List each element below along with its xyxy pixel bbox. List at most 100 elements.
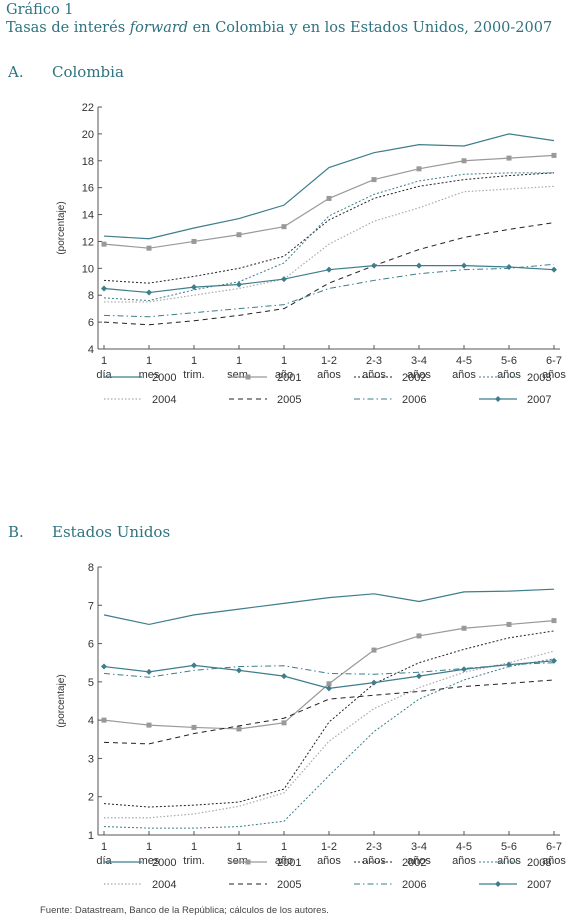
chart-0-point-2007 <box>551 266 557 273</box>
chart-0-y-tick-label: 8 <box>88 290 94 302</box>
source-note: Fuente: Datastream, Banco de la Repúblic… <box>40 905 329 916</box>
chart-0-point-2007 <box>416 262 422 269</box>
chart-1-legend-label: 2003 <box>527 857 551 869</box>
chart-0-x-tick-label: 4-5 <box>456 355 472 367</box>
chart-1-point-2007 <box>281 673 287 680</box>
chart-1-legend-marker <box>495 881 501 887</box>
chart-0-x-tick-label: 1 <box>191 355 197 367</box>
chart-1-series-2007 <box>101 657 557 692</box>
chart-0-series-line-2001 <box>103 154 555 249</box>
chart-0-legend-item-2002: 2002 <box>354 372 426 384</box>
chart-1-x-tick-label: 5-6 <box>501 841 517 853</box>
chart-0-legend-item-2000: 2000 <box>104 372 176 384</box>
chart-colombia: 4 6 8 10 12 14 16 18 20 22 (porcentaje) 1 día 1 mes 1 tr… <box>56 102 566 406</box>
chart-1-point-2001 <box>371 647 377 653</box>
chart-1-point-2007 <box>416 673 422 680</box>
chart-0-legend-label: 2006 <box>402 394 426 406</box>
chart-1-x-tick-label: años <box>497 855 521 867</box>
chart-1-legend-item-2000: 2000 <box>104 857 176 869</box>
chart-0-point-2007 <box>236 281 242 288</box>
chart-1-point-2001 <box>461 625 467 631</box>
chart-1-x-tick-label: año <box>275 855 293 867</box>
chart-1-legend-item-2001: 2001 <box>229 857 301 869</box>
chart-0-point-2001 <box>101 241 107 247</box>
chart-0-x-tick-label: 1 <box>101 355 107 367</box>
chart-0-point-2001 <box>416 166 422 172</box>
chart-0-legend-label: 2002 <box>402 372 426 384</box>
chart-1-point-2007 <box>191 662 197 669</box>
chart-0-x-tick-label: 1 <box>146 355 152 367</box>
panel-b-letter: B. <box>8 523 24 541</box>
chart-0-legend-label: 2000 <box>152 372 176 384</box>
chart-1-point-2007 <box>551 657 557 664</box>
chart-1-series-line-2005 <box>103 679 555 745</box>
chart-0-series-line-2002 <box>103 172 555 284</box>
chart-1-point-2001 <box>326 681 332 687</box>
chart-0-y-tick-label: 6 <box>88 317 94 329</box>
chart-0-series-line-2006 <box>103 263 555 318</box>
chart-1-x-tick-label: sem. <box>227 855 251 867</box>
chart-0-legend-label: 2001 <box>277 372 301 384</box>
chart-0-point-2007 <box>461 262 467 269</box>
chart-1-x-tick-label: años <box>317 855 341 867</box>
chart-1-legend-item-2006: 2006 <box>354 879 426 891</box>
chart-1-point-2001 <box>416 633 422 639</box>
chart-1-x-tick-label: trim. <box>183 855 204 867</box>
chart-0-legend-marker <box>245 374 251 380</box>
chart-0-series-2000 <box>103 133 555 240</box>
chart-1-y-axis-label: (porcentaje) <box>56 674 67 727</box>
chart-0-x-tick-label: día <box>96 369 112 381</box>
panel-a-heading: A. Colombia <box>8 63 124 81</box>
chart-0-y-tick-label: 20 <box>82 129 94 141</box>
chart-1-x-tick-label: años <box>452 855 476 867</box>
chart-0-x-tick-label: mes <box>139 369 160 381</box>
chart-0-point-2001 <box>326 195 332 201</box>
chart-0-y-tick-label: 22 <box>82 102 94 114</box>
chart-0-x-tick-label: 1-2 <box>321 355 337 367</box>
chart-1-series-2000 <box>103 588 555 626</box>
chart-1-legend-item-2002: 2002 <box>354 857 426 869</box>
chart-1-x-tick-label: 1 <box>236 841 242 853</box>
chart-0-y-tick-label: 16 <box>82 183 94 195</box>
chart-1-x-tick-label: años <box>362 855 386 867</box>
chart-0-point-2001 <box>191 238 197 244</box>
chart-1-series-2004 <box>104 650 555 819</box>
chart-1-series-2002 <box>103 630 555 808</box>
chart-0-legend-item-2003: 2003 <box>479 372 551 384</box>
chart-1-point-2007 <box>461 666 467 673</box>
chart-0-point-2007 <box>326 266 332 273</box>
chart-1-point-2001 <box>236 726 242 732</box>
chart-0-legend-label: 2003 <box>527 372 551 384</box>
chart-0-series-2002 <box>103 172 555 284</box>
chart-1-legend-label: 2001 <box>277 857 301 869</box>
chart-0-point-2007 <box>506 263 512 270</box>
figure-title-italic: forward <box>129 20 189 36</box>
chart-1-x-tick-label: 1 <box>146 841 152 853</box>
chart-0-x-tick-label: años <box>497 369 521 381</box>
chart-1-legend-label: 2002 <box>402 857 426 869</box>
chart-1-y-tick-label: 5 <box>88 677 94 689</box>
chart-0-series-line-2003 <box>103 172 554 302</box>
panel-b-title: Estados Unidos <box>52 523 171 541</box>
chart-0-y-tick-label: 14 <box>82 210 94 222</box>
chart-1-point-2001 <box>281 720 287 726</box>
chart-0-y-tick-label: 10 <box>82 263 94 275</box>
panel-a-title: Colombia <box>52 63 124 81</box>
chart-1-series-2005 <box>103 679 555 745</box>
figure-title: Tasas de interés forward en Colombia y e… <box>6 20 552 36</box>
chart-1-series-line-2000 <box>103 588 555 626</box>
chart-1-y-tick-label: 3 <box>88 753 94 765</box>
chart-estados-unidos: 1 2 3 4 5 6 7 8 (porcentaje) 1 día 1 mes 1 trim. 1 sem. 1… <box>56 562 566 891</box>
chart-1-series-line-2001 <box>103 620 555 730</box>
chart-0-x-tick-label: 2-3 <box>366 355 382 367</box>
chart-0-x-tick-label: 5-6 <box>501 355 517 367</box>
chart-0-series-2001 <box>101 152 557 251</box>
chart-0-legend-item-2004: 2004 <box>104 394 176 406</box>
chart-1-legend-item-2004: 2004 <box>104 879 176 891</box>
chart-0-point-2001 <box>146 245 152 251</box>
chart-0-point-2001 <box>461 158 467 164</box>
chart-1-legend-label: 2004 <box>152 879 176 891</box>
chart-1-x-tick-label: 1-2 <box>321 841 337 853</box>
chart-0-series-line-2000 <box>103 133 555 240</box>
chart-0-point-2001 <box>281 224 287 230</box>
